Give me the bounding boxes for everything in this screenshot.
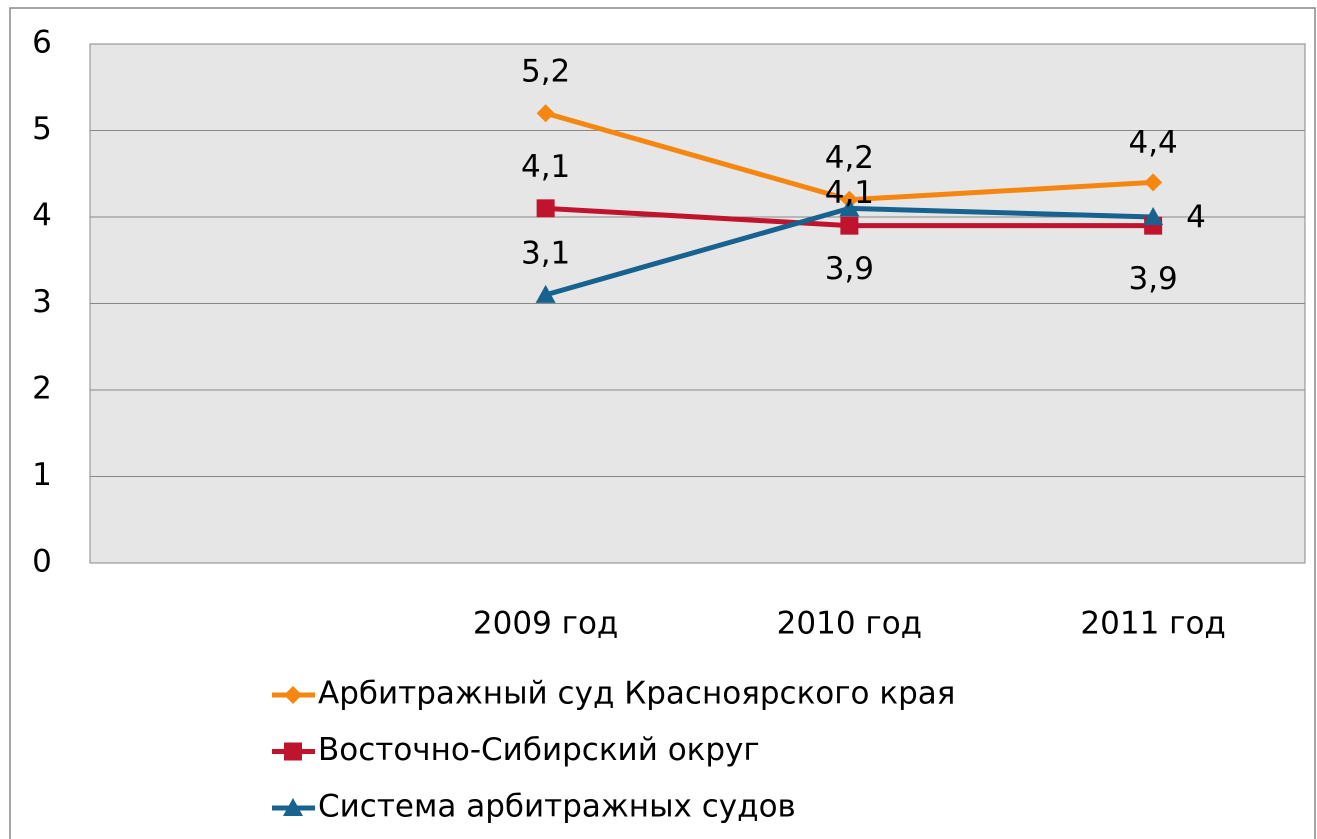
- y-tick-label: 2: [32, 371, 52, 407]
- marker: [536, 199, 555, 218]
- x-tick-label: 2010 год: [777, 606, 922, 642]
- data-label: 3,9: [825, 251, 874, 287]
- y-tick-label: 0: [32, 544, 52, 580]
- marker: [284, 742, 302, 761]
- marker: [536, 104, 555, 123]
- marker: [1143, 207, 1164, 225]
- data-label: 4,1: [825, 175, 874, 211]
- data-label: 3,1: [521, 235, 570, 271]
- marker: [840, 216, 859, 235]
- data-label: 5,2: [521, 54, 570, 90]
- y-tick-label: 6: [32, 25, 52, 61]
- marker: [283, 798, 303, 816]
- x-tick-label: 2009 год: [473, 606, 618, 642]
- legend-label: Восточно-Сибирский округ: [318, 732, 760, 768]
- legend-label: Система арбитражных судов: [318, 789, 796, 825]
- marker: [284, 686, 302, 704]
- marker: [1144, 173, 1163, 192]
- y-tick-label: 3: [32, 284, 52, 320]
- data-label: 4,1: [521, 149, 570, 185]
- marker: [535, 284, 556, 303]
- data-label: 4,4: [1128, 125, 1177, 161]
- data-label: 4,2: [825, 140, 874, 176]
- marker: [839, 198, 860, 217]
- data-label: 3,9: [1128, 261, 1177, 297]
- y-tick-label: 1: [32, 457, 52, 493]
- y-tick-label: 5: [32, 111, 52, 147]
- data-label: 4: [1186, 200, 1206, 236]
- y-tick-label: 4: [32, 198, 52, 234]
- x-tick-label: 2011 год: [1080, 606, 1225, 642]
- legend-label: Арбитражный суд Красноярского края: [318, 676, 955, 712]
